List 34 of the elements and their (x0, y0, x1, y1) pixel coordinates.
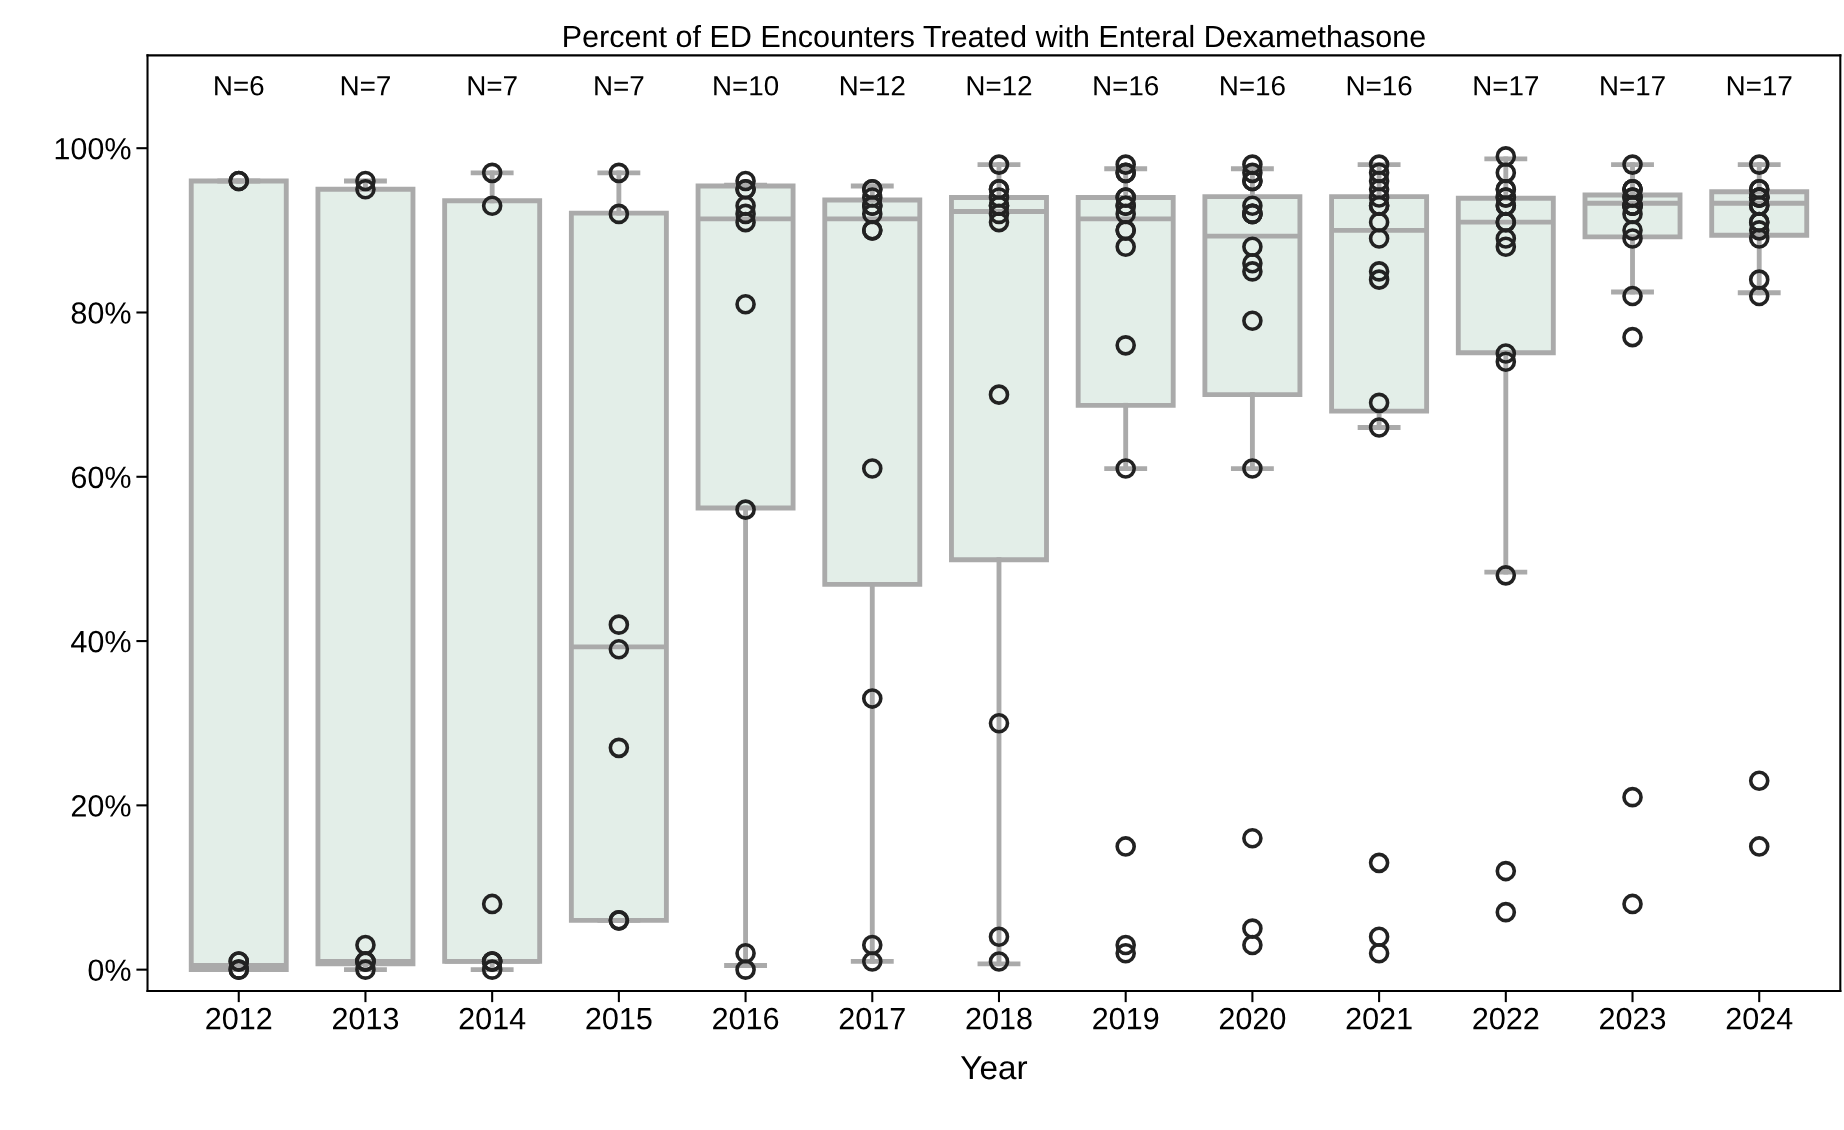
y-tick-label: 0% (88, 959, 131, 982)
annotation: N=16 (1347, 75, 1412, 96)
x-axis-title: Year (960, 1056, 1028, 1080)
y-tick-label: 40% (71, 630, 131, 653)
annotation: N=12 (840, 75, 905, 96)
x-tick-label: 2023 (1600, 1007, 1666, 1030)
annotation: N=7 (341, 76, 390, 96)
x-tick-label: 2021 (1346, 1007, 1412, 1030)
annotation: N=10 (714, 75, 779, 96)
x-tick-label: 2020 (1219, 1007, 1286, 1030)
x-tick-label: 2019 (1093, 1007, 1159, 1030)
annotation: N=12 (967, 75, 1032, 96)
annotation: N=17 (1474, 76, 1538, 96)
annotation: N=7 (595, 76, 644, 96)
y-tick-label: 80% (71, 302, 131, 324)
x-tick-label: 2018 (966, 1007, 1032, 1030)
x-tick-label: 2012 (206, 1007, 272, 1030)
x-tick-label: 2022 (1473, 1007, 1539, 1030)
chart-title: Percent of ED Encounters Treated with Enteral Dexamethasone (564, 24, 1425, 48)
annotation: N=16 (1221, 75, 1285, 96)
annotation: N=6 (215, 75, 264, 96)
x-tick-label: 2024 (1726, 1007, 1793, 1030)
y-tick-label: 100% (55, 137, 131, 160)
x-tick-label: 2017 (839, 1007, 905, 1030)
x-tick-label: 2015 (586, 1007, 652, 1030)
annotation: N=17 (1601, 76, 1665, 96)
y-tick-label: 20% (71, 795, 131, 817)
x-tick-label: 2014 (459, 1007, 526, 1030)
annotation: N=7 (468, 76, 517, 96)
x-tick-label: 2013 (333, 1007, 399, 1030)
y-tick-label: 60% (71, 466, 131, 489)
x-tick-label: 2016 (713, 1007, 779, 1030)
annotation: N=17 (1727, 76, 1792, 96)
annotation: N=16 (1094, 75, 1159, 96)
